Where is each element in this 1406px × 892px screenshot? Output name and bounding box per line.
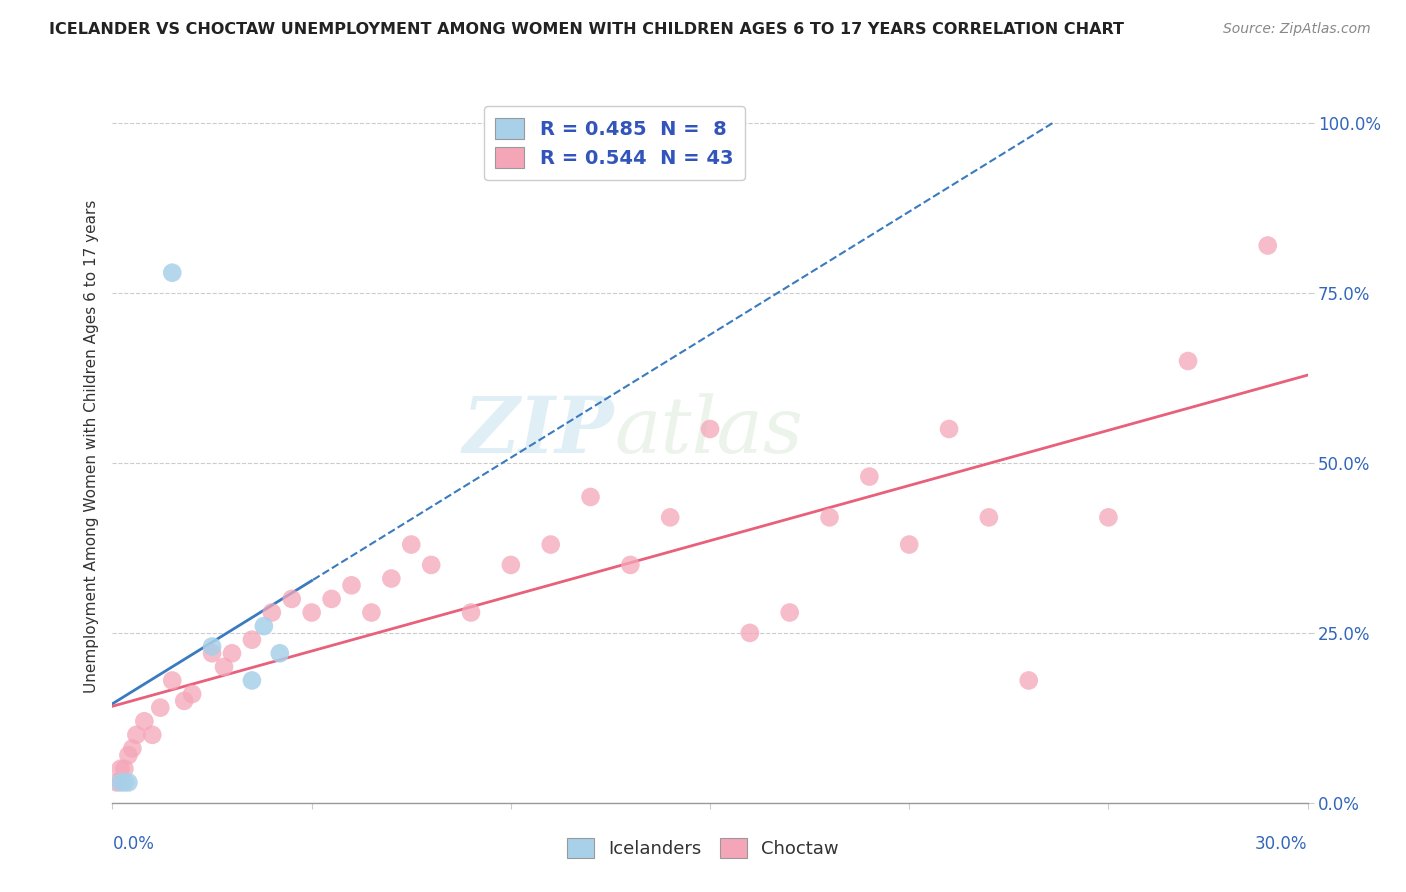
Point: [141, 728, 163, 742]
Point: [818, 510, 841, 524]
Point: [162, 673, 183, 688]
Point: [659, 510, 682, 524]
Point: [1097, 510, 1119, 524]
Point: [938, 422, 960, 436]
Point: [898, 537, 921, 551]
Point: [540, 537, 562, 551]
Point: [201, 640, 224, 654]
Point: [269, 646, 291, 660]
Point: [162, 266, 183, 280]
Point: [181, 687, 204, 701]
Legend: Icelanders, Choctaw: Icelanders, Choctaw: [560, 830, 846, 865]
Point: [201, 646, 224, 660]
Point: [499, 558, 522, 572]
Point: [779, 606, 801, 620]
Point: [221, 646, 243, 660]
Point: [1257, 238, 1279, 252]
Point: [114, 775, 135, 789]
Text: ICELANDER VS CHOCTAW UNEMPLOYMENT AMONG WOMEN WITH CHILDREN AGES 6 TO 17 YEARS C: ICELANDER VS CHOCTAW UNEMPLOYMENT AMONG …: [49, 22, 1125, 37]
Point: [738, 626, 761, 640]
Point: [380, 572, 402, 586]
Point: [1018, 673, 1040, 688]
Point: [340, 578, 363, 592]
Point: [134, 714, 156, 729]
Point: [401, 537, 423, 551]
Point: [240, 673, 263, 688]
Text: ZIP: ZIP: [463, 393, 614, 470]
Point: [460, 606, 482, 620]
Text: 30.0%: 30.0%: [1256, 835, 1308, 853]
Point: [240, 632, 263, 647]
Point: [1177, 354, 1199, 368]
Point: [699, 422, 721, 436]
Point: [110, 775, 132, 789]
Point: [105, 775, 128, 789]
Point: [619, 558, 641, 572]
Point: [858, 469, 880, 483]
Point: [281, 591, 304, 606]
Point: [260, 606, 283, 620]
Point: [125, 728, 148, 742]
Point: [117, 748, 139, 763]
Text: atlas: atlas: [614, 393, 803, 470]
Point: [114, 762, 135, 776]
Point: [301, 606, 323, 620]
Text: 0.0%: 0.0%: [112, 835, 155, 853]
Point: [977, 510, 1000, 524]
Point: [121, 741, 143, 756]
Point: [253, 619, 276, 633]
Point: [110, 762, 132, 776]
Point: [173, 694, 195, 708]
Legend: R = 0.485  N =  8, R = 0.544  N = 43: R = 0.485 N = 8, R = 0.544 N = 43: [484, 106, 745, 179]
Text: Source: ZipAtlas.com: Source: ZipAtlas.com: [1223, 22, 1371, 37]
Y-axis label: Unemployment Among Women with Children Ages 6 to 17 years: Unemployment Among Women with Children A…: [83, 199, 98, 693]
Point: [579, 490, 602, 504]
Point: [212, 660, 235, 674]
Point: [420, 558, 443, 572]
Point: [149, 700, 172, 714]
Point: [360, 606, 382, 620]
Point: [321, 591, 343, 606]
Point: [117, 775, 139, 789]
